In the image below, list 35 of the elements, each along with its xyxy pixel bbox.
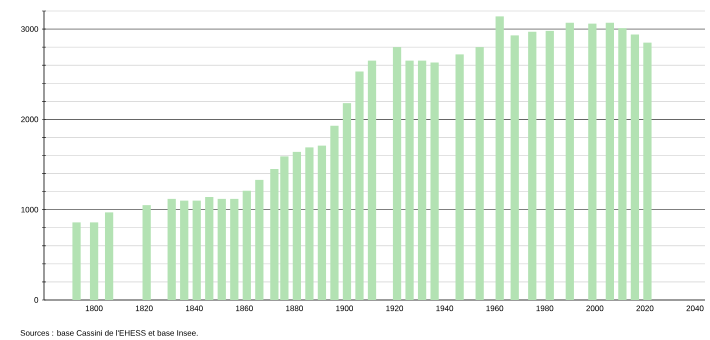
bar xyxy=(205,197,214,300)
bar xyxy=(566,22,574,300)
bar xyxy=(192,200,201,300)
bar xyxy=(355,72,364,300)
bar xyxy=(630,34,640,300)
bar xyxy=(180,200,188,300)
bar xyxy=(496,16,504,300)
bar xyxy=(255,180,264,300)
bar xyxy=(104,212,114,300)
bar xyxy=(546,30,554,300)
bar xyxy=(405,60,414,300)
bar xyxy=(342,103,352,300)
bar xyxy=(242,190,251,300)
bar xyxy=(230,198,238,300)
bar xyxy=(456,54,464,300)
bar xyxy=(292,152,302,300)
bar xyxy=(168,198,176,300)
bar xyxy=(606,22,614,300)
bar xyxy=(305,147,314,300)
bar xyxy=(142,205,151,300)
bar xyxy=(510,35,519,300)
bar xyxy=(392,47,402,300)
bar xyxy=(418,60,426,300)
bar xyxy=(318,146,326,300)
bar xyxy=(218,198,226,300)
bar xyxy=(330,126,339,300)
bar xyxy=(368,60,376,300)
bar xyxy=(618,28,627,300)
bar xyxy=(528,32,536,300)
bar xyxy=(72,222,81,300)
bar xyxy=(643,42,652,300)
bar xyxy=(588,24,596,300)
bar xyxy=(90,222,98,300)
bar xyxy=(476,47,484,300)
bar xyxy=(430,62,439,300)
